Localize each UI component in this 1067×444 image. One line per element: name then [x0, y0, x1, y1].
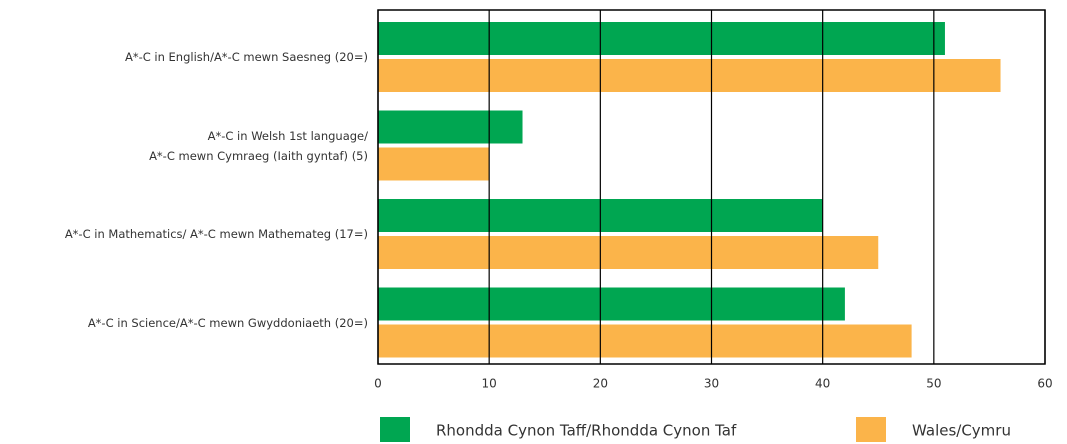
- legend-label: Rhondda Cynon Taff/Rhondda Cynon Taf: [436, 422, 737, 440]
- bar: [378, 110, 523, 144]
- legend-label: Wales/Cymru: [912, 422, 1011, 440]
- category-label: A*-C in Science/A*-C mewn Gwyddoniaeth (…: [87, 315, 368, 330]
- category-label: A*-C in Welsh 1st language/ A*-C mewn Cy…: [149, 128, 368, 163]
- x-tick-label: 30: [704, 377, 719, 391]
- legend-swatch: [380, 417, 410, 442]
- bar: [378, 147, 490, 181]
- bar: [378, 324, 912, 358]
- x-tick-label: 0: [374, 377, 382, 391]
- bar: [378, 236, 879, 269]
- category-label: A*-C in English/A*-C mewn Saesneg (20=): [124, 50, 368, 64]
- x-tick-label: 40: [815, 377, 830, 391]
- x-tick-label: 10: [482, 377, 497, 391]
- bar: [378, 22, 945, 55]
- legend-swatch: [856, 417, 886, 442]
- x-tick-label: 60: [1037, 377, 1052, 391]
- x-tick-label: 50: [926, 377, 941, 391]
- bar: [378, 59, 1001, 92]
- x-tick-label: 20: [593, 377, 608, 391]
- bar: [378, 287, 845, 321]
- plot-frame: [377, 9, 1046, 365]
- category-label: A*-C in Mathematics/ A*-C mewn Mathemate…: [64, 227, 368, 241]
